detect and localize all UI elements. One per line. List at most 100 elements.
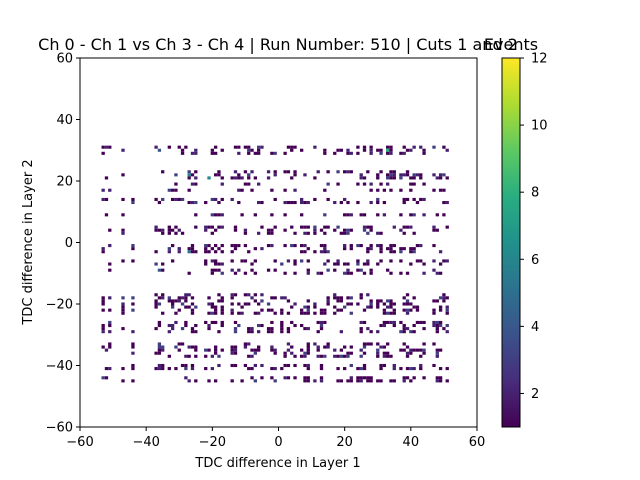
y-axis-ticks: −60 −40 −20 0 20 40 60 [46, 52, 80, 436]
heatmap-cell [379, 345, 383, 349]
heatmap-cell [187, 170, 191, 174]
y-tick-label: −20 [46, 298, 73, 313]
heatmap-cell [300, 250, 304, 254]
heatmap-cell [257, 323, 261, 328]
x-tick-label: 60 [469, 435, 486, 450]
heatmap-cell [366, 327, 370, 331]
y-tick-label: 60 [56, 52, 73, 67]
heatmap-cell [184, 299, 188, 303]
heatmap-cell [405, 271, 410, 275]
heatmap-cell [438, 305, 443, 309]
heatmap-cell [389, 311, 393, 315]
heatmap-cell [108, 308, 112, 312]
heatmap-cell [290, 200, 294, 205]
heatmap-cell [435, 320, 439, 324]
heatmap-cell [293, 271, 297, 275]
heatmap-cell [243, 228, 248, 232]
heatmap-cell [161, 268, 165, 272]
heatmap-cell [194, 151, 198, 155]
heatmap-cell [187, 379, 191, 383]
heatmap-cell [412, 145, 416, 149]
heatmap-cell [359, 268, 363, 272]
heatmap-cell [323, 320, 327, 324]
heatmap-cell [270, 213, 274, 217]
heatmap-cell [270, 345, 274, 349]
heatmap-cell [293, 376, 297, 380]
heatmap-cell [233, 330, 238, 334]
heatmap-cell [389, 259, 393, 263]
heatmap-cell [323, 148, 327, 152]
heatmap-cell [243, 342, 248, 346]
heatmap-cell [402, 348, 406, 352]
heatmap-cell [243, 182, 248, 186]
heatmap-cell [243, 363, 248, 368]
heatmap-cell [376, 213, 380, 217]
heatmap-cell [405, 327, 410, 331]
heatmap-cell [213, 197, 218, 201]
heatmap-cell [438, 173, 443, 177]
heatmap-cell [154, 228, 158, 232]
heatmap-cell [392, 244, 396, 248]
heatmap-cell [438, 308, 443, 312]
heatmap-cell [157, 348, 162, 352]
heatmap-cell [174, 367, 178, 371]
heatmap-cell [253, 351, 257, 355]
heatmap-cell [266, 268, 271, 272]
heatmap-cell [233, 145, 238, 149]
heatmap-cell [442, 293, 446, 297]
heatmap-cell [167, 299, 171, 303]
heatmap-cell [220, 148, 224, 152]
heatmap-cell [207, 244, 211, 248]
heatmap-cell [326, 299, 330, 303]
heatmap-cell [399, 151, 403, 155]
heatmap-cell [323, 231, 327, 235]
heatmap-cell [359, 213, 363, 217]
heatmap-cell [389, 247, 393, 251]
heatmap-cell [293, 262, 297, 266]
heatmap-cell [233, 345, 238, 349]
heatmap-cell [306, 367, 310, 371]
heatmap-cell [108, 330, 112, 334]
heatmap-cell [300, 259, 304, 263]
heatmap-cell [108, 188, 112, 192]
heatmap-cell [386, 320, 390, 324]
colorbar-tick-label: 6 [531, 253, 539, 268]
heatmap-cell [346, 262, 350, 266]
heatmap-cell [101, 250, 105, 254]
heatmap-cell [270, 330, 274, 334]
heatmap-cell [247, 173, 251, 177]
heatmap-cell [356, 244, 360, 248]
x-axis-ticks: −60 −40 −20 0 20 40 60 [66, 427, 485, 450]
heatmap-cell [283, 200, 287, 205]
heatmap-cell [389, 302, 393, 306]
heatmap-cell [319, 379, 324, 383]
heatmap-cell [333, 268, 337, 272]
heatmap-cell [359, 173, 363, 177]
heatmap-cell [213, 250, 218, 254]
heatmap-cell [409, 351, 413, 355]
heatmap-cell [174, 299, 178, 303]
heatmap-cell [435, 327, 439, 331]
heatmap-cell [131, 302, 135, 306]
heatmap-cell [366, 379, 370, 383]
heatmap-cell [157, 345, 162, 349]
heatmap-cell [230, 311, 234, 315]
heatmap-cell [343, 170, 347, 174]
heatmap-cell [230, 363, 234, 368]
heatmap-cell [438, 271, 443, 275]
heatmap-cell [194, 176, 198, 180]
heatmap-cell [170, 188, 175, 192]
heatmap-cell [336, 308, 340, 312]
heatmap-cell [194, 330, 198, 334]
heatmap-cell [243, 345, 248, 349]
heatmap-cell [376, 188, 380, 192]
heatmap-cell [313, 379, 317, 383]
heatmap-cell [369, 302, 373, 306]
heatmap-cell [190, 296, 195, 300]
heatmap-cell [379, 323, 383, 328]
heatmap-cell [412, 213, 416, 217]
heatmap-cell [283, 376, 287, 380]
heatmap-cell [382, 345, 387, 349]
heatmap-cell [432, 323, 436, 328]
heatmap-cell [336, 354, 340, 358]
